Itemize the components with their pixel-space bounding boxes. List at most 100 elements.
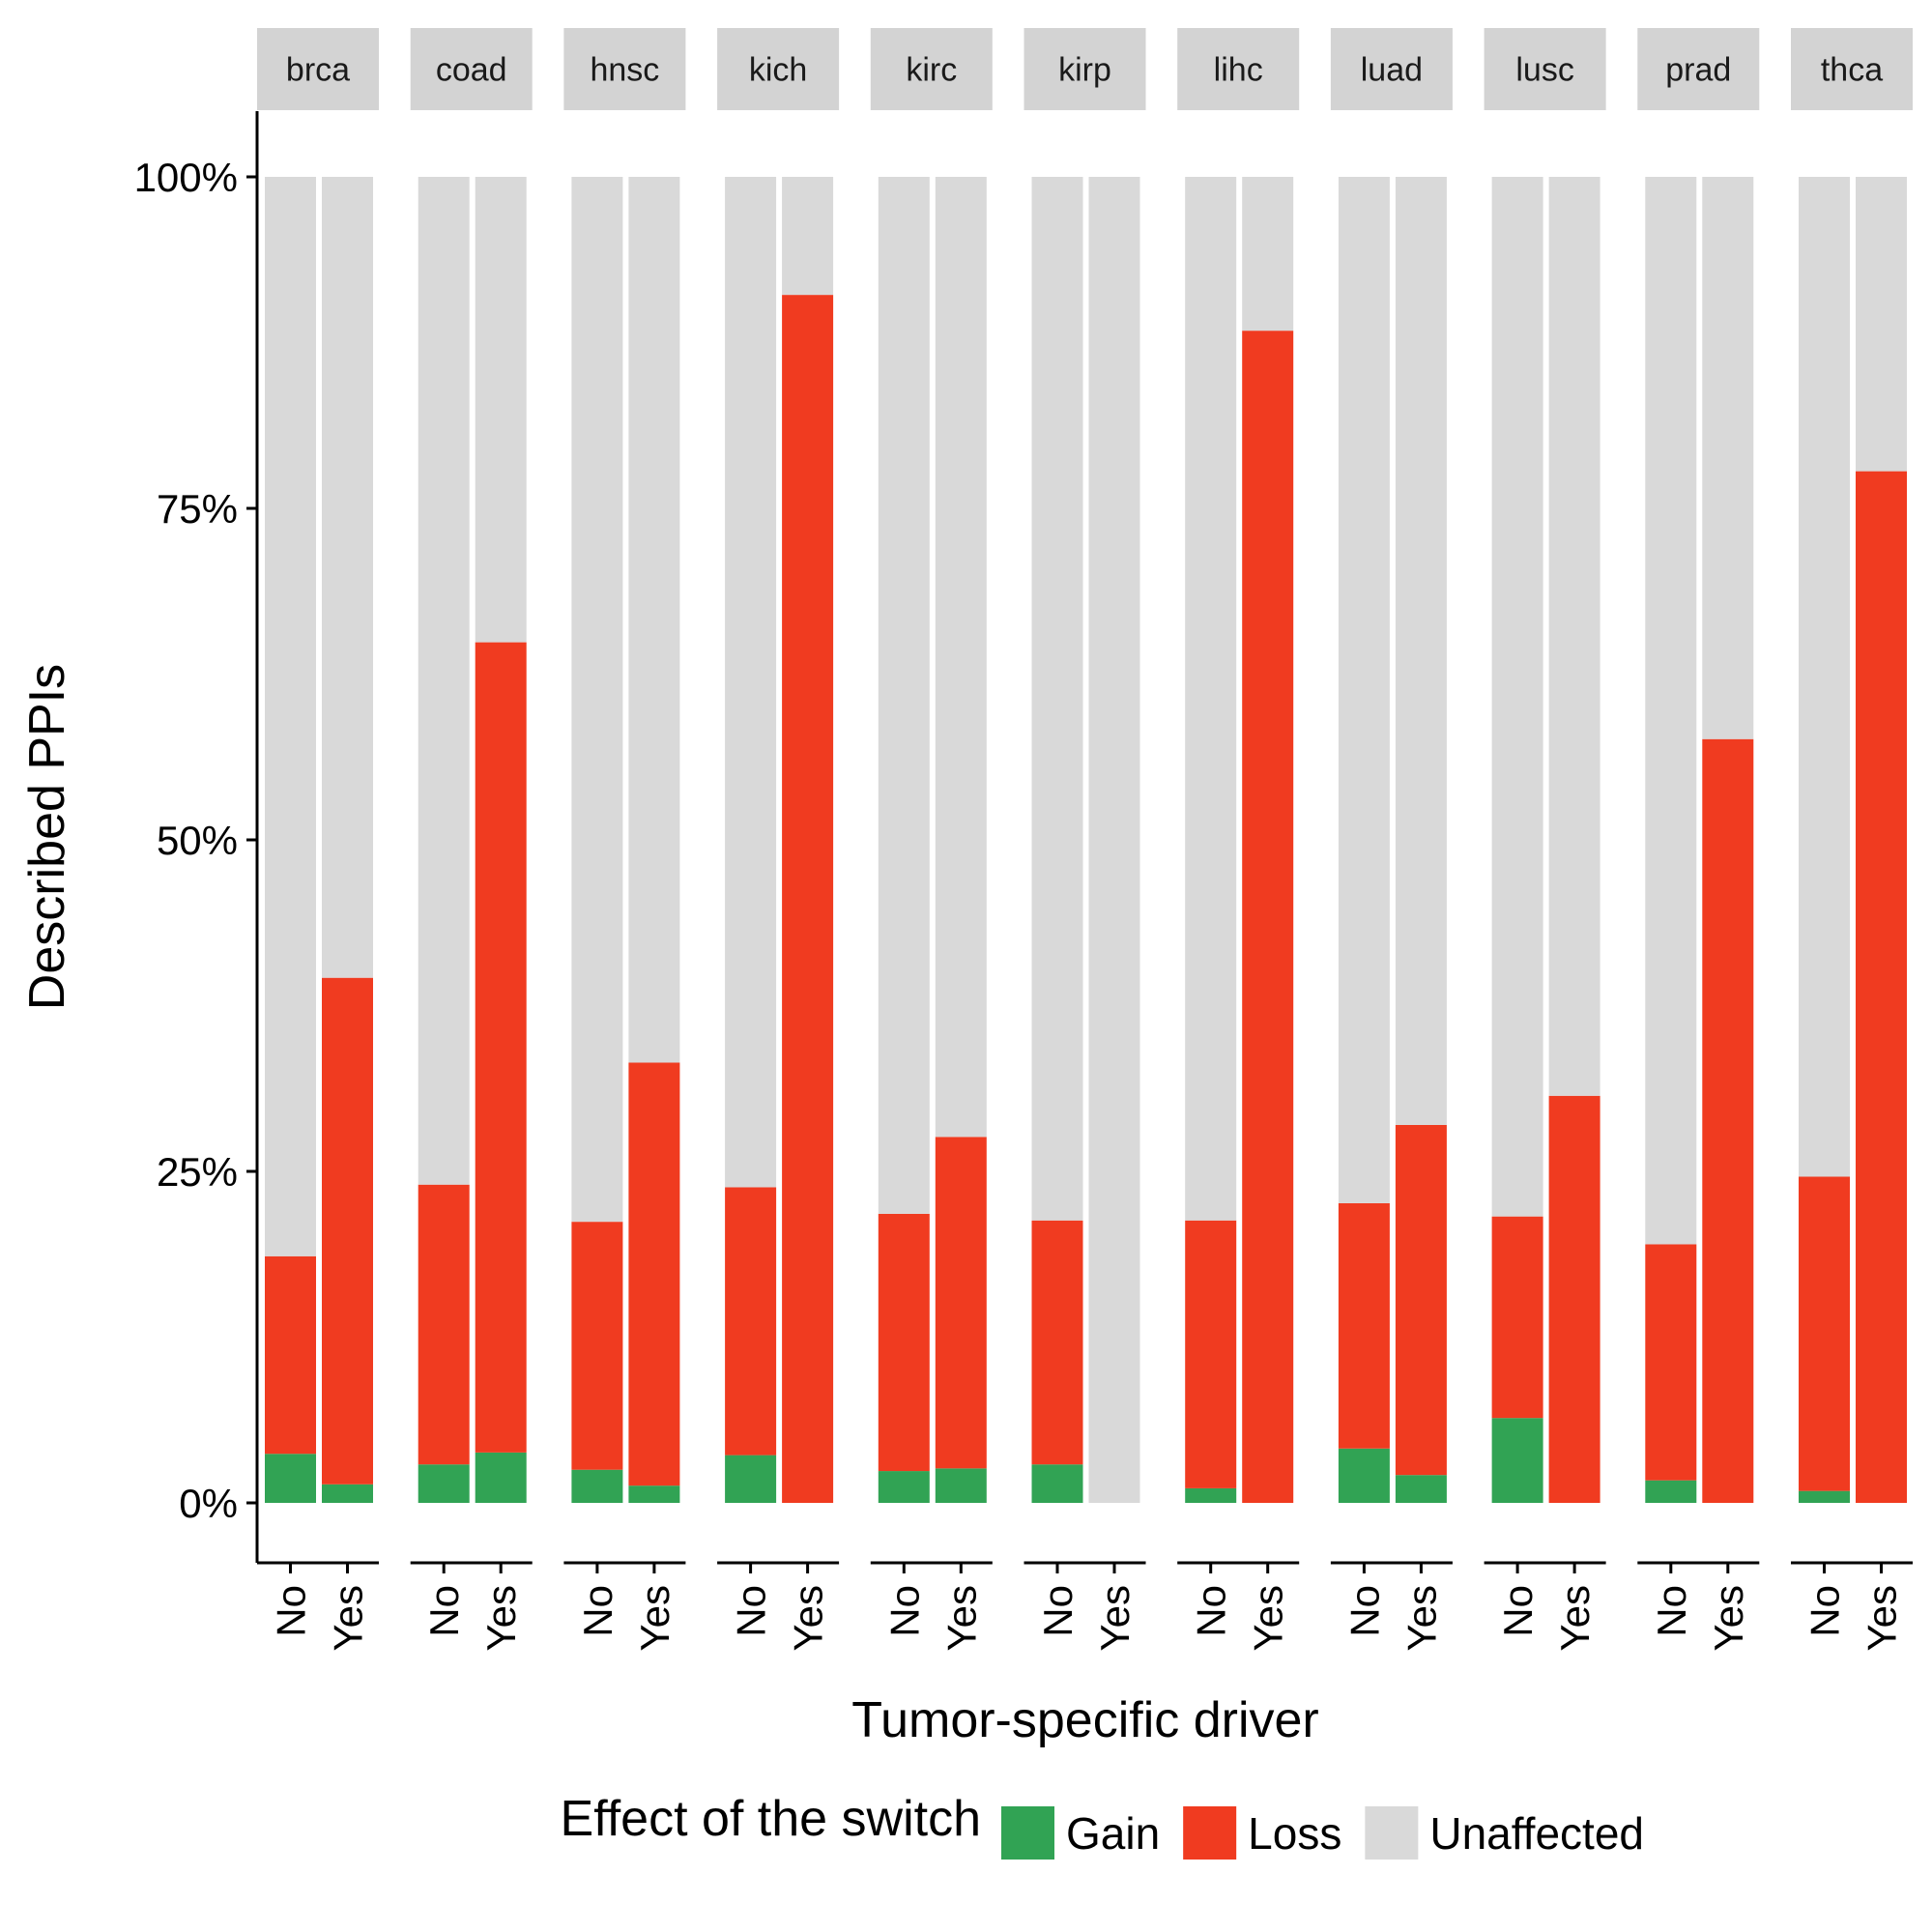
- facet-strip-hnsc: [563, 28, 686, 110]
- bar-luad-no-gain: [1338, 1448, 1390, 1503]
- y-tick-label-1: 25%: [157, 1149, 238, 1195]
- x-tick-label-lihc-yes: Yes: [1246, 1585, 1291, 1652]
- facet-panel-thca: thca No Yes: [1791, 28, 1913, 1652]
- bar-kich-no-gain: [725, 1455, 777, 1503]
- x-tick-label-coad-no: No: [421, 1585, 467, 1637]
- facet-strip-thca: [1791, 28, 1913, 110]
- bar-lusc-no-unaffected: [1491, 177, 1543, 1217]
- legend-title: Effect of the switch: [561, 1791, 981, 1847]
- facet-panel-kich: kich No Yes: [717, 28, 840, 1652]
- bar-prad-no-unaffected: [1645, 177, 1697, 1245]
- x-tick-label-kirp-yes: Yes: [1092, 1585, 1138, 1652]
- legend-key-gain: [1001, 1806, 1054, 1860]
- facet-strip-lihc: [1177, 28, 1300, 110]
- bar-coad-yes-loss: [475, 642, 527, 1453]
- x-tick-label-luad-yes: Yes: [1399, 1585, 1444, 1652]
- bar-kirc-no-loss: [878, 1213, 930, 1472]
- bar-thca-no-unaffected: [1799, 177, 1850, 1177]
- bar-kich-yes-unaffected: [782, 177, 834, 296]
- legend-label-unaffected: Unaffected: [1429, 1808, 1644, 1859]
- x-tick-label-lihc-no: No: [1189, 1585, 1234, 1637]
- facet-panel-lusc: lusc No Yes: [1484, 28, 1606, 1652]
- legend-label-gain: Gain: [1066, 1808, 1160, 1859]
- facet-panel-lihc: lihc No Yes: [1177, 28, 1300, 1652]
- bar-luad-no-loss: [1338, 1202, 1390, 1449]
- bar-luad-yes-loss: [1395, 1124, 1447, 1476]
- bar-coad-yes-unaffected: [475, 177, 527, 643]
- x-tick-label-prad-no: No: [1649, 1585, 1694, 1637]
- bar-prad-no-gain: [1645, 1480, 1697, 1503]
- facet-label-coad: coad: [436, 52, 507, 89]
- facet-label-luad: luad: [1361, 52, 1423, 89]
- facet-label-lihc: lihc: [1214, 52, 1263, 89]
- facet-label-kirc: kirc: [906, 52, 957, 89]
- bar-luad-no-unaffected: [1338, 177, 1390, 1203]
- x-tick-label-kirc-yes: Yes: [938, 1585, 984, 1652]
- bar-lusc-yes-loss: [1548, 1095, 1600, 1503]
- bar-coad-no-unaffected: [418, 177, 470, 1185]
- bar-brca-no-unaffected: [265, 177, 316, 1256]
- facet-label-kirp: kirp: [1058, 52, 1111, 89]
- facet-strip-prad: [1637, 28, 1760, 110]
- facet-panel-brca: brca No Yes: [257, 28, 379, 1652]
- bar-brca-yes-unaffected: [322, 177, 373, 978]
- facet-label-lusc: lusc: [1515, 52, 1573, 89]
- bar-thca-yes-unaffected: [1856, 177, 1907, 472]
- facet-panel-hnsc: hnsc No Yes: [563, 28, 686, 1652]
- bar-luad-yes-gain: [1395, 1475, 1447, 1503]
- bar-hnsc-no-loss: [571, 1222, 623, 1470]
- bar-kich-no-unaffected: [725, 177, 777, 1188]
- bar-thca-no-gain: [1799, 1490, 1850, 1503]
- bar-hnsc-yes-unaffected: [628, 177, 680, 1063]
- bar-hnsc-no-unaffected: [571, 177, 623, 1223]
- bar-brca-yes-loss: [322, 977, 373, 1485]
- bar-lihc-yes-unaffected: [1242, 177, 1294, 332]
- facet-label-kich: kich: [749, 52, 807, 89]
- bar-hnsc-yes-gain: [628, 1485, 680, 1503]
- bar-lusc-no-loss: [1491, 1216, 1543, 1419]
- facet-panel-kirp: kirp No Yes: [1024, 28, 1146, 1652]
- bar-lusc-no-gain: [1491, 1418, 1543, 1503]
- bar-hnsc-no-gain: [571, 1469, 623, 1503]
- x-tick-label-kirp-no: No: [1035, 1585, 1081, 1637]
- legend-label-loss: Loss: [1248, 1808, 1341, 1859]
- x-tick-label-thca-no: No: [1802, 1585, 1848, 1637]
- bar-lihc-no-loss: [1185, 1220, 1237, 1488]
- bar-thca-yes-loss: [1856, 471, 1907, 1504]
- bar-hnsc-yes-loss: [628, 1062, 680, 1486]
- y-tick-label-0: 0%: [179, 1481, 238, 1526]
- x-tick-label-thca-yes: Yes: [1860, 1585, 1905, 1652]
- bar-brca-no-loss: [265, 1255, 316, 1455]
- x-tick-label-brca-no: No: [269, 1585, 314, 1637]
- bar-prad-no-loss: [1645, 1244, 1697, 1481]
- x-tick-label-coad-yes: Yes: [478, 1585, 524, 1652]
- facet-panel-kirc: kirc No Yes: [870, 28, 993, 1652]
- bar-coad-no-gain: [418, 1464, 470, 1503]
- legend-key-loss: [1183, 1806, 1237, 1860]
- bar-brca-yes-gain: [322, 1484, 373, 1503]
- facet-strip-luad: [1330, 28, 1453, 110]
- legend-key-unaffected: [1365, 1806, 1419, 1860]
- bar-kirp-no-gain: [1031, 1464, 1083, 1503]
- x-tick-label-kich-yes: Yes: [786, 1585, 831, 1652]
- facet-strip-lusc: [1484, 28, 1606, 110]
- bar-lihc-no-unaffected: [1185, 177, 1237, 1221]
- x-tick-label-kich-no: No: [729, 1585, 774, 1637]
- facet-panel-coad: coad No Yes: [410, 28, 533, 1652]
- facet-label-hnsc: hnsc: [590, 52, 659, 89]
- facet-strip-kirp: [1024, 28, 1146, 110]
- x-tick-label-hnsc-yes: Yes: [632, 1585, 678, 1652]
- x-tick-label-lusc-no: No: [1495, 1585, 1541, 1637]
- x-axis-title: Tumor-specific driver: [851, 1692, 1319, 1748]
- facet-strip-brca: [257, 28, 379, 110]
- facet-strip-kirc: [870, 28, 993, 110]
- bar-prad-yes-unaffected: [1702, 177, 1754, 739]
- bar-lusc-yes-unaffected: [1548, 177, 1600, 1096]
- x-tick-label-hnsc-no: No: [575, 1585, 620, 1637]
- bar-kirc-no-gain: [878, 1471, 930, 1503]
- legend: Effect of the switch Gain Loss Unaffected: [561, 1791, 1644, 1860]
- bar-coad-no-loss: [418, 1184, 470, 1465]
- y-axis: 0% 25% 50% 75% 100%: [134, 111, 259, 1563]
